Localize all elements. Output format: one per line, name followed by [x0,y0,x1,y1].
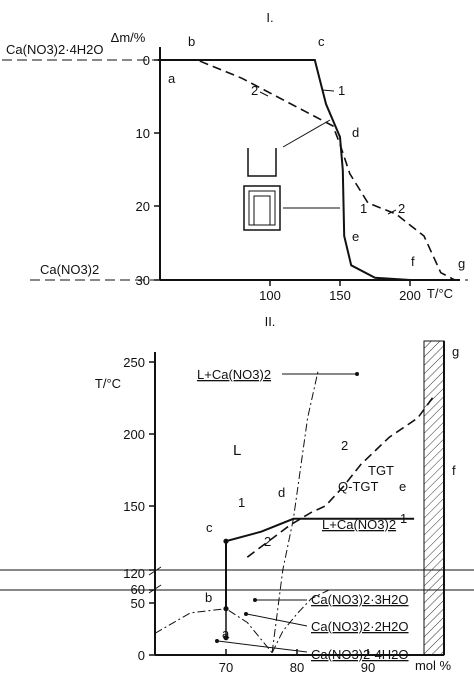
panel-2-x-tick-label: 70 [219,660,233,675]
leader-dot [355,372,359,376]
point-label: e [352,229,359,244]
panel-2-series-upper-line [271,369,319,653]
curve-label-leader [321,89,335,92]
point-label: b [205,590,212,605]
curve-label-leader [387,209,397,215]
panel-1-x-tick: 150 [329,280,351,303]
panel-2-point-marker [223,635,229,641]
open-crucible-icon [247,148,277,177]
panel-1-series-2-line [158,59,456,281]
point-label: g [452,344,459,359]
compound-label: Ca(NO3)2·2H2O [311,619,409,634]
panel-2-x-tick: 80 [290,649,304,675]
axis-break [0,566,474,594]
panel-2-title: II. [265,314,276,329]
leader-line [217,640,308,653]
leader-dot [244,612,248,616]
point-label: f [452,463,456,478]
curve-label: 2 [264,534,271,549]
point-label: f [411,254,415,269]
panel-1: I. Δm/% T/°C 0 10 20 30 100 150 [2,10,468,303]
panel-2-x-tick-label: 80 [290,660,304,675]
compound-label: Ca(NO3)2·4H2O [311,647,409,662]
panel-2-y-tick: 150 [123,499,155,514]
curve-label: 1 [360,201,367,216]
point-label: a [222,626,230,641]
panel-2-point-marker [223,538,229,544]
panel-2-y-tick-label: 250 [123,355,145,370]
panel-2: II. T/°C mol % 0 50 60 [0,314,474,675]
panel-2-y-tick-label: 150 [123,499,145,514]
region-label: L+Ca(NO3)2 [197,367,271,382]
panel-2-y-tick: 250 [123,355,155,370]
panel-2-x-tick: 70 [219,649,233,675]
curve-label: 2 [398,201,405,216]
point-label: c [206,520,213,535]
panel-2-y-tick-label: 50 [131,596,145,611]
labyrinth-crucible-icon [243,185,281,231]
panel-1-y-tick: 20 [136,199,160,214]
panel-2-ylabel: T/°C [95,376,121,391]
region-label: TGT [368,463,394,478]
panel-1-y-tick-label: 20 [136,199,150,214]
panel-1-x-tick-label: 200 [399,288,421,303]
point-label: g [458,256,465,271]
point-label: b [188,34,195,49]
panel-2-x-tick-label: 90 [361,660,375,675]
panel-2-xlabel: mol % [415,658,452,673]
point-label: d [278,485,285,500]
panel-2-y-tick: 0 [138,648,155,663]
leader-line [246,613,308,627]
leader-line [282,119,331,148]
curve-label: 1 [238,495,245,510]
panel-2-y-tick: 60 [131,582,155,597]
panel-1-xlabel: T/°C [427,286,453,301]
panel-2-y-tick: 50 [131,596,155,611]
point-label: c [318,34,325,49]
panel-2-y-tick-label: 200 [123,427,145,442]
panel-2-series-2-line [246,393,437,558]
point-label: e [399,479,406,494]
panel-1-x-tick: 100 [259,280,281,303]
panel-2-x-tick: 90 [361,649,375,675]
panel-2-series-group [154,369,437,654]
region-label: L [233,442,241,459]
panel-1-x-tick-label: 150 [329,288,351,303]
region-label: Q-TGT [338,479,378,494]
reference-label-anhydrous: Ca(NO3)2 [40,262,99,277]
leader-dot [215,639,219,643]
hatched-region [423,340,445,656]
panel-1-series-1-line [158,59,452,281]
point-label: d [352,125,359,140]
panel-1-y-tick-label: 10 [136,126,150,141]
region-label: L+Ca(NO3)2 [322,517,396,532]
point-label: a [168,71,176,86]
panel-2-series-hydrate-line [271,589,330,654]
reference-label-tetrahydrate: Ca(NO3)2·4H2O [6,42,104,57]
panel-1-title: I. [266,10,273,25]
curve-label: 1 [400,511,407,526]
panel-1-x-tick-label: 100 [259,288,281,303]
panel-2-y-tick-label: 120 [123,566,145,581]
panel-1-ylabel: Δm/% [111,30,146,45]
panel-1-x-tick: 200 [399,280,421,303]
panel-1-series-group [158,59,456,281]
curve-label: 2 [251,83,258,98]
panel-2-y-tick: 200 [123,427,155,442]
leader-dot [253,598,257,602]
panel-2-y-tick: 120 [123,566,155,581]
panel-2-y-tick-label: 0 [138,648,145,663]
panel-2-y-tick-label: 60 [131,582,145,597]
curve-label: 2 [341,438,348,453]
compound-label: Ca(NO3)2·3H2O [311,592,409,607]
curve-label-leader [259,91,269,97]
panel-1-y-tick: 10 [136,126,160,141]
curve-label: 1 [338,83,345,98]
